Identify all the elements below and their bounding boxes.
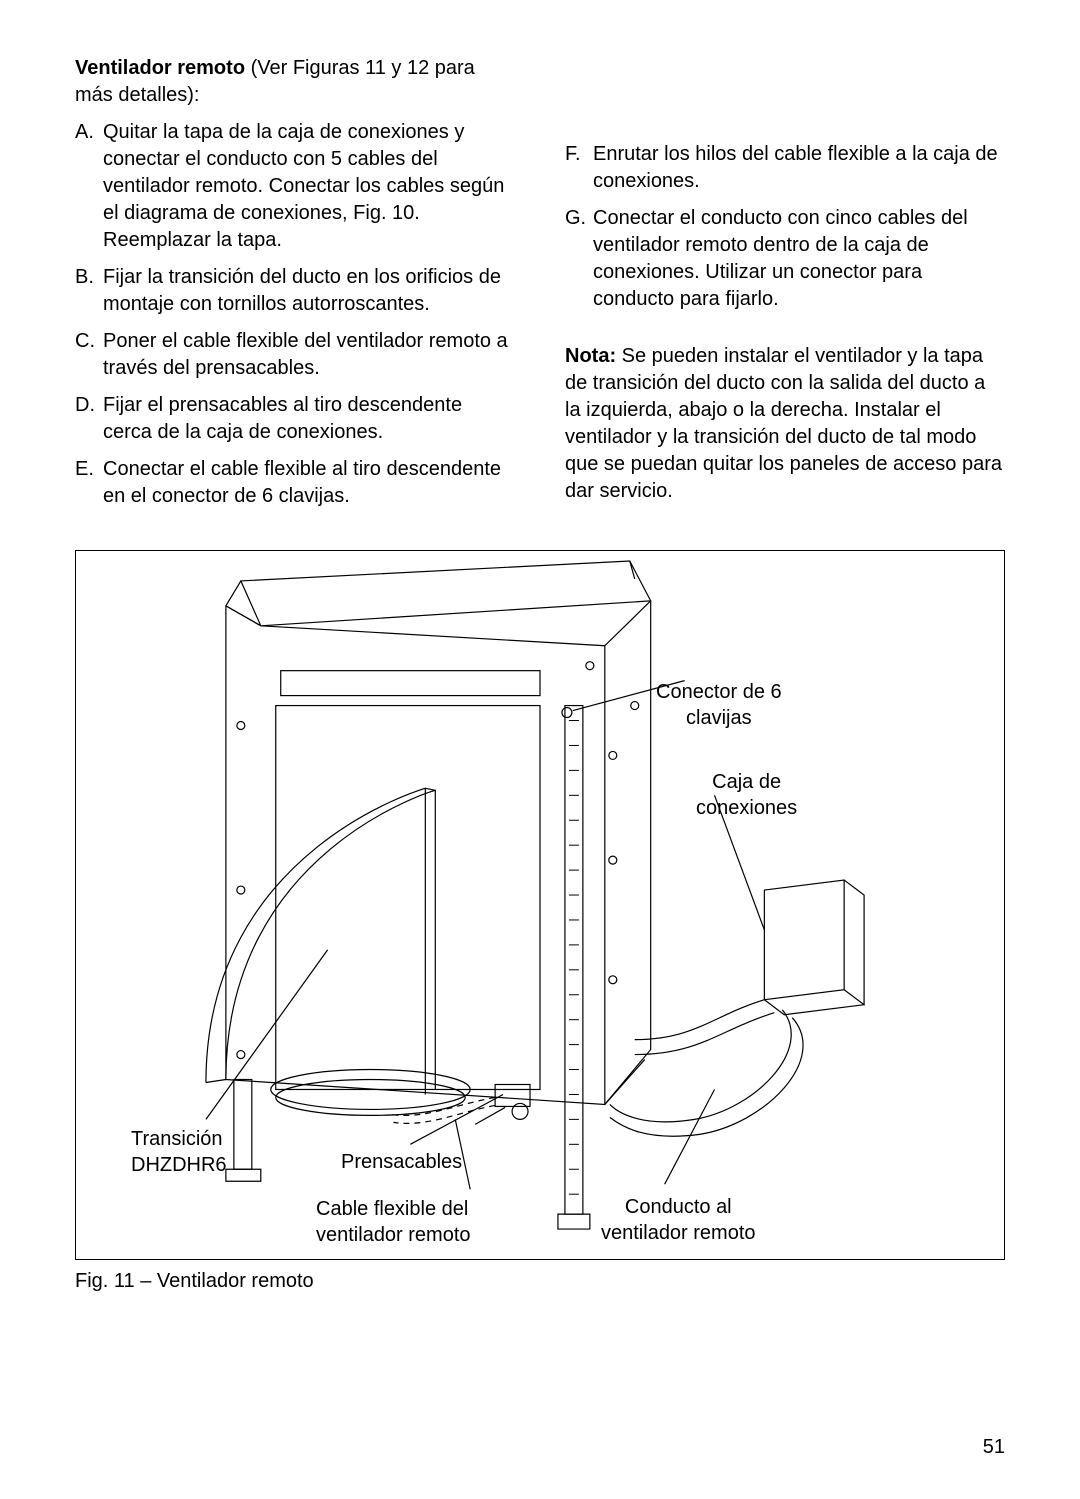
list-item: F.Enrutar los hilos del cable flexible a… [565,141,1005,195]
list-marker: F. [565,141,593,195]
list-marker: D. [75,392,103,446]
list-marker: A. [75,119,103,254]
section-heading: Ventilador remoto (Ver Figuras 11 y 12 p… [75,55,515,109]
list-item: D.Fijar el prensacables al tiro descende… [75,392,515,446]
note-text: Se pueden instalar el ventilador y la ta… [565,345,1002,502]
list-text: Conectar el conducto con cinco cables de… [593,205,1005,313]
list-item: C.Poner el cable flexible del ventilador… [75,328,515,382]
left-column: Ventilador remoto (Ver Figuras 11 y 12 p… [75,55,515,510]
label-transition: TransiciónDHZDHR6 [131,1126,227,1178]
list-text: Enrutar los hilos del cable flexible a l… [593,141,1005,195]
figure-caption: Fig. 11 – Ventilador remoto [75,1270,1005,1293]
right-list: F.Enrutar los hilos del cable flexible a… [565,141,1005,313]
label-strain-relief: Prensacables [341,1149,462,1175]
list-marker: E. [75,456,103,510]
heading-bold: Ventilador remoto [75,57,245,79]
list-item: A.Quitar la tapa de la caja de conexione… [75,119,515,254]
list-text: Conectar el cable flexible al tiro desce… [103,456,515,510]
right-column: F.Enrutar los hilos del cable flexible a… [565,55,1005,510]
note-bold: Nota: [565,345,616,367]
label-conduit: Conducto alventilador remoto [601,1194,756,1246]
page-number: 51 [983,1436,1005,1459]
list-marker: C. [75,328,103,382]
label-connector6: Conector de 6clavijas [656,679,782,731]
list-item: B.Fijar la transición del ducto en los o… [75,264,515,318]
left-list: A.Quitar la tapa de la caja de conexione… [75,119,515,510]
label-junction-box: Caja deconexiones [696,769,797,821]
list-item: G.Conectar el conducto con cinco cables … [565,205,1005,313]
list-text: Poner el cable flexible del ventilador r… [103,328,515,382]
figure-11-box: Conector de 6clavijas Caja deconexiones … [75,550,1005,1260]
list-text: Fijar el prensacables al tiro descendent… [103,392,515,446]
list-text: Fijar la transición del ducto en los ori… [103,264,515,318]
list-marker: G. [565,205,593,313]
label-flex-cable: Cable flexible delventilador remoto [316,1196,471,1248]
text-columns: Ventilador remoto (Ver Figuras 11 y 12 p… [75,55,1005,510]
list-text: Quitar la tapa de la caja de conexiones … [103,119,515,254]
note-paragraph: Nota: Se pueden instalar el ventilador y… [565,343,1005,505]
list-marker: B. [75,264,103,318]
list-item: E.Conectar el cable flexible al tiro des… [75,456,515,510]
